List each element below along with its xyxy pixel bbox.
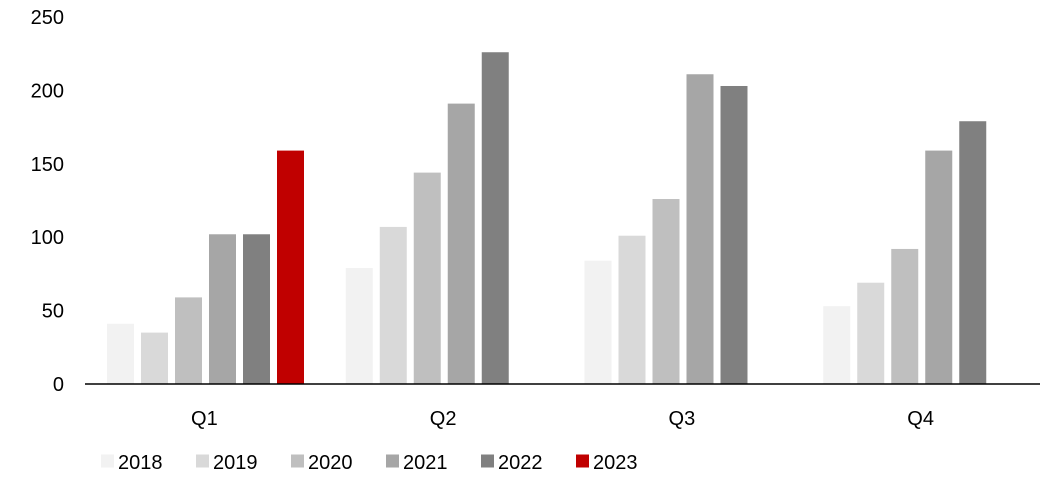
bar-2022-Q2	[481, 52, 509, 385]
legend-swatch	[101, 454, 114, 468]
legend-item-2018: 2018	[101, 452, 163, 474]
legend-label: 2018	[118, 452, 163, 474]
bar-2018-Q1	[107, 323, 134, 384]
y-tick-label: 0	[53, 374, 64, 396]
legend-item-2019: 2019	[196, 452, 258, 474]
x-tick-label: Q1	[191, 408, 218, 430]
bar-2022-Q3	[720, 85, 748, 384]
bar-2022-Q1	[243, 234, 270, 384]
legend-item-2023: 2023	[576, 452, 638, 474]
legend-swatch	[481, 454, 494, 468]
bar-2019-Q3	[618, 235, 646, 384]
bar-2023-Q1	[277, 150, 304, 384]
legend-label: 2021	[403, 452, 448, 474]
bar-series	[107, 52, 987, 385]
x-axis-category-labels: Q1 Q2 Q3 Q4	[191, 408, 934, 430]
y-tick-label: 150	[31, 154, 64, 176]
legend: 2018 2019 2020 2021 2022 2023	[101, 452, 638, 474]
bar-2022-Q4	[959, 121, 987, 384]
legend-label: 2020	[308, 452, 353, 474]
legend-item-2020: 2020	[291, 452, 353, 474]
y-tick-label: 250	[31, 7, 64, 29]
legend-item-2022: 2022	[481, 452, 543, 474]
bar-2021-Q3	[686, 74, 714, 384]
bar-2020-Q2	[413, 172, 441, 384]
bar-2020-Q1	[175, 297, 202, 384]
y-axis-tick-labels: 0 50 100 150 200 250	[31, 7, 64, 396]
bar-2018-Q4	[823, 306, 851, 384]
bar-2020-Q4	[891, 248, 919, 384]
bar-2021-Q4	[925, 150, 953, 384]
y-tick-label: 200	[31, 80, 64, 102]
bar-2018-Q3	[584, 260, 612, 384]
bar-2018-Q2	[345, 268, 373, 384]
x-tick-label: Q4	[907, 408, 934, 430]
legend-swatch	[576, 454, 589, 468]
legend-label: 2023	[593, 452, 638, 474]
bar-2021-Q1	[209, 234, 236, 384]
bar-2019-Q2	[379, 226, 407, 384]
bar-2020-Q3	[652, 199, 680, 384]
legend-item-2021: 2021	[386, 452, 448, 474]
legend-swatch	[196, 454, 209, 468]
bar-2021-Q2	[447, 103, 475, 384]
x-tick-label: Q3	[669, 408, 696, 430]
y-tick-label: 50	[42, 301, 64, 323]
x-tick-label: Q2	[430, 408, 457, 430]
legend-swatch	[386, 454, 399, 468]
legend-label: 2022	[498, 452, 543, 474]
y-tick-label: 100	[31, 227, 64, 249]
legend-swatch	[291, 454, 304, 468]
bar-2019-Q1	[141, 332, 168, 384]
bar-2019-Q4	[857, 282, 885, 384]
legend-label: 2019	[213, 452, 258, 474]
